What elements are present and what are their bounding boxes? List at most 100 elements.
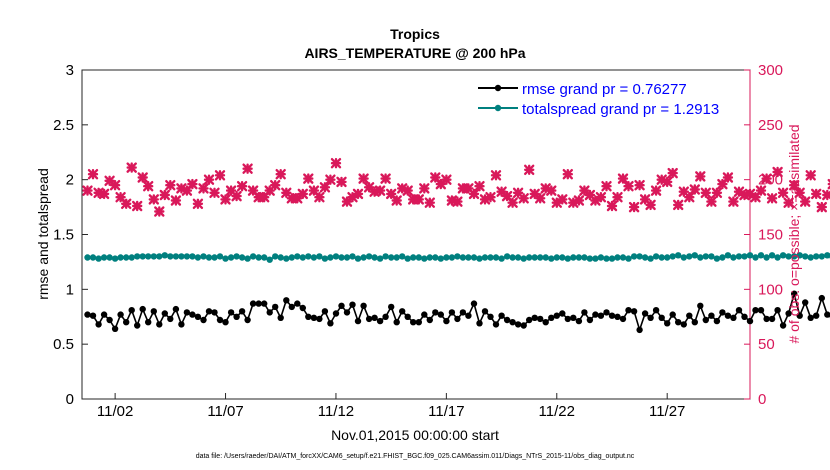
point-obs-possible: [314, 191, 325, 203]
point-rmse: [526, 316, 533, 324]
point-totalspread: [492, 254, 500, 261]
point-rmse: [421, 311, 428, 318]
point-totalspread: [779, 252, 787, 259]
point-rmse: [537, 315, 544, 323]
point-rmse: [161, 310, 168, 317]
obs-plus-mark: [650, 185, 662, 196]
point-rmse: [774, 307, 781, 314]
point-totalspread: [283, 255, 290, 262]
point-obs-possible: [485, 191, 496, 203]
point-rmse: [807, 314, 814, 321]
point-totalspread: [277, 254, 284, 261]
point-rmse: [100, 311, 108, 318]
point-rmse: [89, 312, 97, 319]
point-rmse: [360, 302, 367, 309]
point-totalspread: [608, 255, 616, 262]
obs-plus-mark: [695, 171, 706, 182]
point-rmse: [503, 316, 511, 324]
point-obs-possible: [319, 182, 331, 193]
point-obs-possible: [82, 185, 93, 196]
point-rmse: [592, 311, 599, 318]
point-rmse: [426, 316, 433, 324]
obs-plus-mark: [452, 196, 463, 207]
point-totalspread: [421, 255, 428, 262]
point-obs-possible: [512, 187, 524, 199]
data-file-footnote: data file: /Users/raeder/DAI/ATM_forcXX/…: [196, 453, 635, 460]
obs-plus-mark: [413, 194, 424, 205]
point-rmse: [481, 308, 489, 315]
point-obs-possible: [662, 176, 673, 188]
obs-plus-mark: [689, 184, 700, 195]
point-totalspread: [437, 255, 444, 262]
point-rmse: [597, 312, 605, 319]
obs-plus-mark: [142, 180, 154, 192]
obs-plus-mark: [424, 197, 435, 208]
point-rmse: [498, 312, 505, 319]
obs-plus-mark: [634, 179, 645, 191]
point-obs-possible: [634, 179, 645, 191]
obs-plus-mark: [678, 186, 689, 197]
obs-plus-mark: [380, 173, 391, 184]
x-axis-label: Nov.01,2015 00:00:00 start: [331, 427, 499, 443]
point-totalspread: [542, 254, 549, 261]
point-rmse: [338, 302, 345, 309]
point-totalspread: [697, 254, 704, 261]
point-rmse: [581, 309, 588, 316]
x-tick-label: 11/22: [539, 403, 575, 420]
point-obs-possible: [524, 164, 535, 176]
obs-plus-mark: [512, 187, 524, 199]
point-totalspread: [183, 253, 191, 260]
point-rmse: [813, 312, 820, 319]
point-rmse: [763, 315, 770, 323]
point-totalspread: [514, 254, 522, 261]
obs-plus-mark: [667, 167, 678, 179]
point-rmse: [222, 319, 229, 326]
point-totalspread: [675, 252, 682, 259]
point-totalspread: [189, 253, 196, 260]
point-rmse: [509, 319, 516, 326]
point-totalspread: [426, 254, 433, 261]
point-totalspread: [664, 254, 671, 261]
point-rmse: [586, 316, 594, 324]
point-rmse: [719, 309, 726, 316]
legend-totalspread-label: totalspread grand pr = 1.2913: [522, 101, 719, 118]
point-obs-possible: [336, 176, 347, 188]
obs-plus-mark: [247, 185, 259, 196]
point-obs-possible: [689, 184, 700, 195]
point-rmse: [106, 316, 113, 324]
obs-plus-mark: [441, 174, 452, 185]
obs-plus-mark: [518, 193, 529, 204]
point-totalspread: [669, 253, 676, 260]
obs-plus-mark: [546, 185, 557, 196]
point-rmse: [365, 315, 373, 323]
point-rmse: [448, 309, 456, 316]
y-tick-label: 0: [66, 391, 74, 408]
x-tick-label: 11/02: [97, 403, 133, 420]
obs-plus-mark: [148, 194, 160, 205]
point-rmse: [156, 321, 163, 328]
point-totalspread: [161, 252, 168, 259]
point-rmse: [343, 309, 351, 316]
point-totalspread: [807, 254, 814, 261]
point-totalspread: [614, 254, 621, 261]
point-totalspread: [382, 253, 389, 260]
point-obs-possible: [131, 200, 143, 212]
obs-plus-mark: [402, 185, 413, 196]
point-rmse: [824, 311, 830, 318]
point-rmse: [675, 319, 682, 326]
point-obs-possible: [165, 179, 176, 191]
point-totalspread: [388, 254, 395, 261]
point-totalspread: [768, 252, 776, 259]
point-obs-possible: [236, 180, 248, 192]
obs-plus-mark: [595, 191, 607, 203]
point-rmse: [492, 321, 500, 328]
obs-plus-mark: [374, 185, 386, 196]
point-totalspread: [785, 253, 792, 260]
obs-plus-mark: [187, 178, 198, 190]
point-rmse: [432, 309, 439, 316]
point-totalspread: [763, 254, 770, 261]
point-totalspread: [233, 253, 240, 260]
point-obs-possible: [673, 199, 684, 211]
point-totalspread: [746, 252, 754, 259]
point-rmse: [399, 308, 406, 315]
